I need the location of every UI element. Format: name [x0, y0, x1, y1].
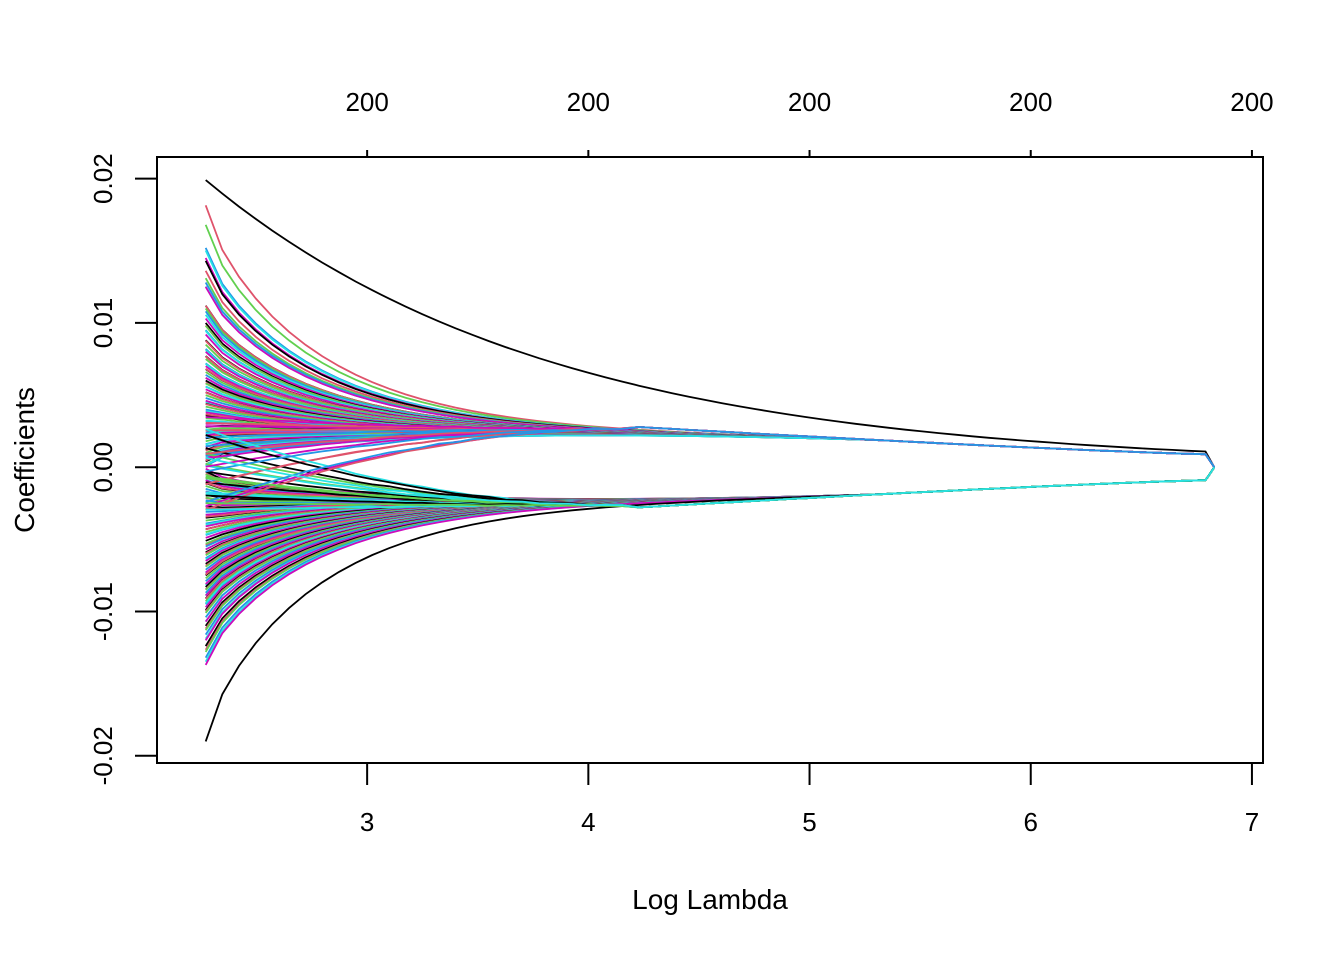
top-tick-label: 200	[345, 87, 388, 117]
plot-area-border	[156, 156, 1264, 764]
coefficient-path	[205, 426, 1216, 473]
y-tick-label: 0.01	[88, 298, 118, 349]
top-axis: 200 200 200 200 200	[345, 87, 1274, 158]
x-tick-label: 5	[802, 807, 816, 837]
y-axis: -0.02 -0.01 0.00 0.01 0.02	[88, 153, 158, 785]
x-axis-title: Log Lambda	[632, 884, 788, 915]
x-tick-label: 4	[581, 807, 595, 837]
x-tick-label: 7	[1245, 807, 1259, 837]
top-tick-label: 200	[1230, 87, 1273, 117]
coefficient-path	[204, 466, 1216, 622]
x-tick-label: 3	[360, 807, 374, 837]
top-tick-label: 200	[788, 87, 831, 117]
coefficient-paths	[204, 179, 1216, 742]
coefficient-path	[205, 456, 1216, 509]
x-tick-label: 6	[1024, 807, 1038, 837]
x-axis: 3 4 5 6 7	[360, 762, 1259, 837]
y-axis-title: Coefficients	[9, 387, 40, 533]
top-tick-label: 200	[567, 87, 610, 117]
y-tick-label: -0.01	[88, 582, 118, 641]
y-tick-label: 0.02	[88, 153, 118, 204]
top-tick-label: 200	[1009, 87, 1052, 117]
y-tick-label: 0.00	[88, 442, 118, 493]
coefficient-path	[204, 466, 1216, 623]
y-tick-label: -0.02	[88, 726, 118, 785]
coefficient-path	[205, 179, 1216, 468]
